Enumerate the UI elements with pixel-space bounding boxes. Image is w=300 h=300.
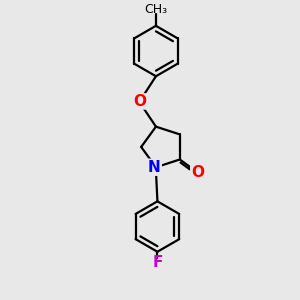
Text: O: O: [133, 94, 146, 109]
Text: O: O: [191, 165, 204, 180]
Text: F: F: [152, 255, 163, 270]
Text: CH₃: CH₃: [144, 3, 167, 16]
Text: N: N: [148, 160, 161, 175]
